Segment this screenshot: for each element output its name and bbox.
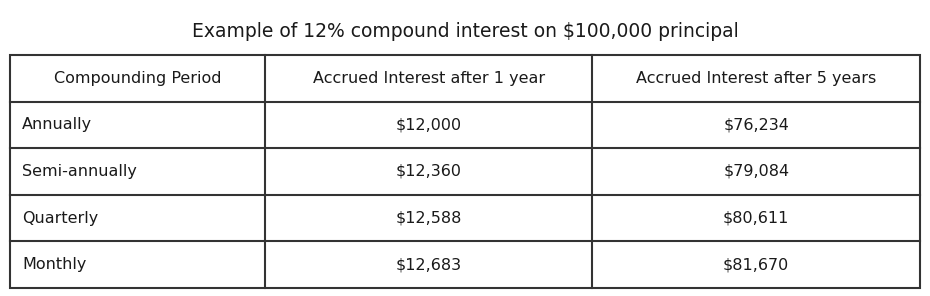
Bar: [10, 55, 920, 288]
Text: Quarterly: Quarterly: [22, 210, 99, 226]
Text: Monthly: Monthly: [22, 257, 86, 272]
Text: $79,084: $79,084: [724, 164, 790, 179]
Text: Accrued Interest after 1 year: Accrued Interest after 1 year: [312, 71, 545, 86]
Text: $80,611: $80,611: [723, 210, 790, 226]
Text: Annually: Annually: [22, 118, 92, 132]
Text: $81,670: $81,670: [724, 257, 790, 272]
Text: Accrued Interest after 5 years: Accrued Interest after 5 years: [636, 71, 876, 86]
Text: $12,588: $12,588: [395, 210, 462, 226]
Text: $12,683: $12,683: [395, 257, 461, 272]
Text: Compounding Period: Compounding Period: [54, 71, 221, 86]
Text: $12,000: $12,000: [395, 118, 461, 132]
Text: Semi-annually: Semi-annually: [22, 164, 137, 179]
Text: Example of 12% compound interest on $100,000 principal: Example of 12% compound interest on $100…: [192, 22, 738, 41]
Text: $76,234: $76,234: [724, 118, 790, 132]
Text: $12,360: $12,360: [395, 164, 461, 179]
